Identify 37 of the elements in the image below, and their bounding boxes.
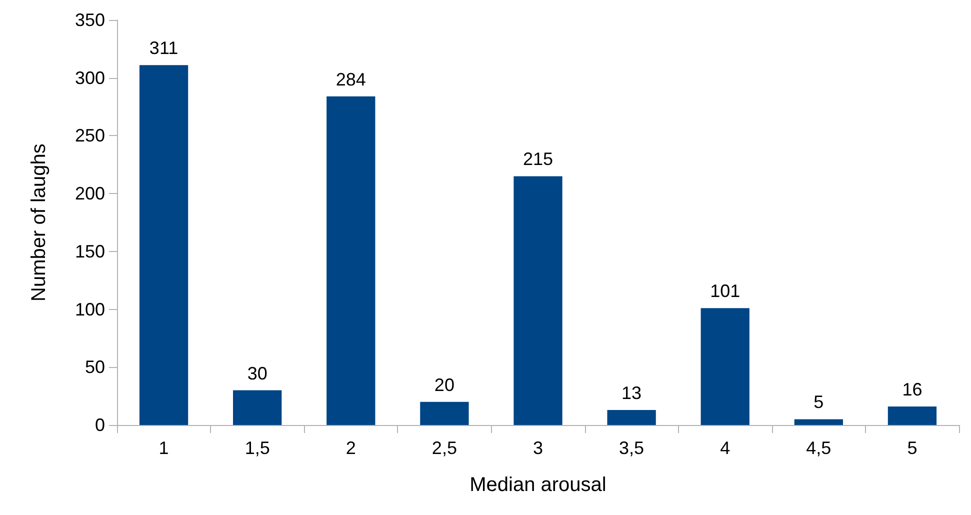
x-tick-label: 1 bbox=[158, 438, 169, 458]
data-label: 284 bbox=[336, 69, 366, 90]
bar bbox=[607, 410, 656, 425]
data-label: 5 bbox=[814, 392, 824, 412]
x-tick-label: 1,5 bbox=[244, 438, 270, 458]
x-tick-label: 2 bbox=[346, 438, 356, 458]
data-label: 13 bbox=[622, 382, 642, 403]
y-tick-label: 250 bbox=[74, 126, 105, 146]
bar bbox=[794, 419, 843, 425]
y-tick-label: 100 bbox=[74, 299, 105, 320]
y-axis-title: Number of laughs bbox=[28, 144, 50, 302]
x-axis-title: Median arousal bbox=[470, 474, 606, 496]
y-tick-label: 50 bbox=[84, 357, 105, 378]
data-label: 20 bbox=[434, 374, 454, 395]
x-tick-label: 4,5 bbox=[806, 438, 832, 458]
y-tick-label: 350 bbox=[74, 10, 105, 30]
data-label: 311 bbox=[149, 38, 178, 58]
x-tick-label: 3,5 bbox=[619, 438, 644, 458]
y-tick-label: 300 bbox=[74, 68, 105, 88]
y-tick-label: 200 bbox=[74, 184, 105, 204]
y-tick-label: 0 bbox=[94, 415, 105, 435]
data-label: 101 bbox=[710, 281, 740, 302]
bar bbox=[514, 176, 562, 425]
bar bbox=[139, 65, 188, 425]
y-tick-label: 150 bbox=[74, 241, 105, 262]
data-label: 30 bbox=[247, 363, 268, 384]
bar bbox=[888, 406, 937, 425]
x-tick-label: 5 bbox=[907, 438, 918, 458]
data-label: 215 bbox=[522, 149, 554, 170]
bar bbox=[700, 308, 750, 425]
x-tick-label: 3 bbox=[532, 438, 544, 458]
x-tick-label: 2,5 bbox=[432, 438, 457, 458]
x-tick-label: 4 bbox=[720, 438, 730, 458]
bar bbox=[420, 402, 469, 425]
bar bbox=[326, 96, 376, 425]
bar bbox=[233, 390, 282, 425]
data-label: 16 bbox=[902, 379, 922, 400]
